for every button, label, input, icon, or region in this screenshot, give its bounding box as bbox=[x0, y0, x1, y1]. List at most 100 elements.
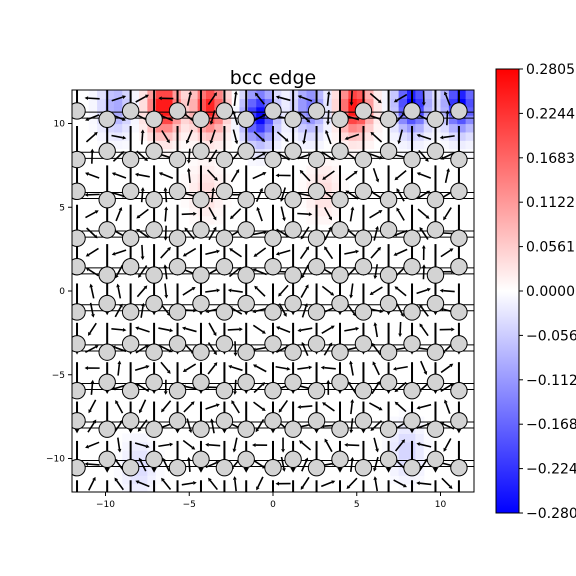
heat-cell bbox=[130, 123, 140, 133]
displacement-arrow bbox=[134, 365, 150, 372]
heat-cell bbox=[197, 182, 207, 192]
displacement-arrow bbox=[176, 480, 179, 492]
displacement-arrow bbox=[210, 187, 216, 203]
displacement-arrow bbox=[184, 227, 195, 240]
displacement-arrow bbox=[111, 249, 127, 256]
heat-cell bbox=[415, 90, 425, 99]
displacement-arrow bbox=[255, 419, 265, 433]
heat-cell bbox=[164, 148, 174, 158]
atom-marker bbox=[284, 110, 302, 129]
displacement-arrow bbox=[136, 208, 149, 219]
heat-cell bbox=[415, 123, 425, 133]
displacement-arrow bbox=[187, 148, 191, 164]
heat-cell bbox=[197, 90, 207, 99]
heat-cell bbox=[113, 140, 123, 150]
displacement-arrow bbox=[208, 149, 218, 163]
heat-cell bbox=[348, 148, 358, 158]
displacement-arrow bbox=[252, 443, 268, 447]
heat-cell bbox=[273, 98, 282, 108]
heat-cell bbox=[189, 207, 199, 217]
displacement-arrow bbox=[322, 170, 335, 180]
atom-marker bbox=[145, 110, 163, 129]
atom-marker bbox=[354, 102, 373, 120]
displacement-arrow bbox=[275, 481, 291, 486]
heat-cell bbox=[398, 408, 408, 418]
heat-cell bbox=[113, 106, 123, 116]
heat-cell bbox=[256, 148, 266, 158]
displacement-arrow bbox=[444, 399, 451, 414]
heat-cell bbox=[340, 106, 349, 116]
atom-marker bbox=[331, 343, 349, 361]
displacement-arrow bbox=[85, 441, 100, 449]
heat-cell bbox=[206, 140, 215, 150]
atom-marker bbox=[331, 142, 349, 160]
displacement-arrow bbox=[297, 365, 313, 370]
y-tick-label: 5 bbox=[59, 203, 65, 213]
atom-markers bbox=[72, 102, 468, 477]
displacement-arrow bbox=[396, 188, 405, 202]
heat-cell bbox=[423, 433, 433, 443]
heat-cell bbox=[298, 115, 308, 125]
displacement-arrow bbox=[199, 480, 202, 492]
heat-cell bbox=[247, 131, 257, 141]
displacement-arrow bbox=[326, 90, 331, 106]
heat-cell bbox=[189, 131, 199, 141]
heat-cell bbox=[180, 182, 190, 192]
displacement-arrow bbox=[161, 400, 172, 413]
displacement-arrow bbox=[232, 476, 237, 492]
displacement-arrow bbox=[114, 303, 123, 318]
colorbar-tick-label: 0.0561 bbox=[526, 240, 575, 256]
heat-cell bbox=[348, 90, 358, 99]
atom-marker bbox=[354, 381, 373, 400]
displacement-arrow bbox=[182, 363, 197, 372]
heat-cell bbox=[432, 90, 442, 99]
displacement-arrow bbox=[88, 476, 96, 491]
heat-cell bbox=[273, 123, 282, 133]
heat-cell bbox=[130, 450, 140, 460]
displacement-arrow bbox=[208, 206, 217, 221]
atom-marker bbox=[145, 221, 163, 239]
heat-cell bbox=[348, 140, 358, 150]
heat-cell bbox=[214, 115, 224, 125]
heat-cell bbox=[448, 123, 458, 133]
x-axis: −10 −5 0 5 10 bbox=[96, 492, 446, 510]
heat-cell bbox=[457, 90, 467, 99]
heat-cell bbox=[139, 466, 148, 476]
displacement-arrow bbox=[185, 129, 193, 144]
displacement-arrow bbox=[416, 172, 432, 179]
displacement-arrow bbox=[223, 480, 226, 492]
displacement-arrow bbox=[233, 341, 238, 357]
atom-marker bbox=[192, 373, 210, 391]
heat-cell bbox=[465, 123, 474, 133]
heat-cell bbox=[139, 115, 148, 125]
heat-cell bbox=[356, 131, 366, 141]
heat-cell bbox=[147, 483, 157, 492]
heat-cell bbox=[348, 123, 358, 133]
heat-cell bbox=[340, 90, 349, 99]
heat-cell bbox=[122, 441, 132, 451]
heat-cell bbox=[130, 98, 140, 108]
displacement-arrow bbox=[256, 476, 264, 491]
displacement-arrow bbox=[344, 326, 360, 332]
displacement-arrow bbox=[278, 399, 289, 413]
heat-cell bbox=[180, 131, 190, 141]
heat-cell bbox=[180, 140, 190, 150]
atom-marker bbox=[121, 182, 140, 201]
heat-cell bbox=[398, 90, 408, 99]
atom-marker bbox=[145, 191, 163, 209]
heat-cell bbox=[130, 441, 140, 451]
heat-cell bbox=[323, 157, 333, 166]
heat-cell bbox=[239, 98, 249, 108]
heat-cell bbox=[348, 106, 358, 116]
displacement-arrow bbox=[443, 438, 452, 452]
heat-cell bbox=[365, 90, 375, 99]
displacement-arrow bbox=[281, 437, 285, 453]
heat-cell bbox=[97, 98, 107, 108]
atom-marker bbox=[403, 303, 421, 321]
heat-cell bbox=[256, 131, 266, 141]
heat-cell bbox=[130, 115, 140, 125]
atom-marker bbox=[192, 191, 210, 209]
heat-cell bbox=[415, 450, 425, 460]
displacement-arrow bbox=[232, 437, 238, 453]
displacement-arrow bbox=[158, 442, 174, 448]
